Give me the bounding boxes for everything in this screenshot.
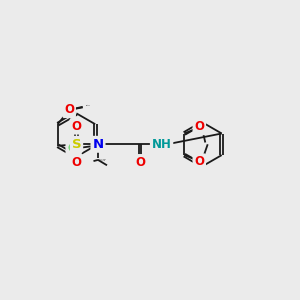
- Text: N: N: [92, 138, 104, 151]
- Text: O: O: [194, 155, 204, 168]
- Text: O: O: [135, 156, 145, 169]
- Text: methyl: methyl: [86, 105, 91, 106]
- Text: O: O: [71, 120, 81, 133]
- Text: methyl_ch3: methyl_ch3: [98, 159, 106, 161]
- Text: methyl_label: methyl_label: [98, 158, 107, 160]
- Text: O: O: [64, 103, 74, 116]
- Text: S: S: [72, 138, 81, 151]
- Text: NH: NH: [152, 138, 172, 151]
- Text: O: O: [194, 120, 204, 134]
- Text: O: O: [71, 156, 81, 169]
- Text: Cl: Cl: [67, 142, 80, 155]
